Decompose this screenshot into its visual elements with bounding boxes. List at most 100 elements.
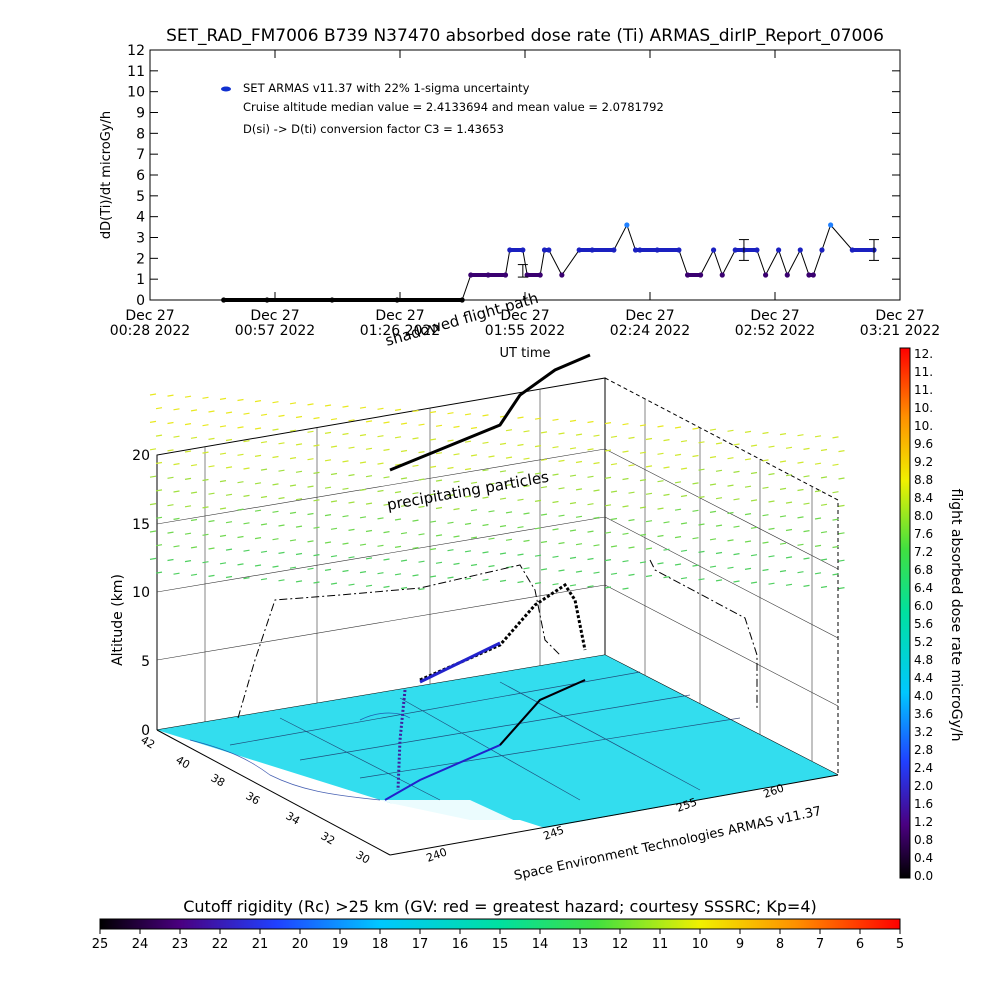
particle-dash — [447, 412, 454, 415]
rigidity-tick-label: 5 — [896, 937, 904, 952]
particle-dash — [278, 469, 285, 472]
particle-dash — [272, 483, 279, 486]
particle-dash — [727, 539, 734, 542]
particle-dash — [365, 420, 373, 423]
particle-dash — [733, 443, 740, 446]
particle-dash — [797, 516, 804, 519]
particle-dash — [803, 584, 810, 587]
particle-dash — [558, 487, 565, 490]
x-tick-label-line1: Dec 27 — [750, 308, 799, 324]
particle-dash — [237, 426, 244, 429]
particle-dash — [149, 475, 157, 478]
particle-dash — [167, 558, 174, 562]
error-bars — [517, 239, 879, 278]
particle-dash — [184, 395, 192, 398]
particle-dash — [167, 394, 174, 397]
particle-dash — [295, 552, 303, 556]
particle-dash — [418, 451, 425, 454]
particle-dash — [587, 420, 594, 424]
x-tick-label-line2: 01:55 2022 — [485, 323, 565, 339]
particle-dash — [768, 473, 775, 476]
particle-dash — [184, 450, 192, 453]
dose-series-path — [223, 223, 874, 301]
dose-colorbar-tick: 6.8 — [914, 563, 933, 577]
particle-dash — [517, 471, 524, 474]
dose-colorbar-tick: 4.8 — [914, 653, 933, 667]
particle-dash — [814, 544, 822, 547]
particle-dash — [313, 499, 320, 502]
particle-dash — [785, 474, 793, 477]
particle-dash — [750, 471, 758, 475]
particle-dash — [307, 512, 314, 516]
particle-dash — [225, 575, 233, 579]
particle-dash — [429, 548, 437, 551]
particle-dash — [225, 521, 233, 524]
particle-dash — [190, 409, 198, 412]
particle-dash — [330, 472, 338, 476]
particle-dash — [453, 508, 460, 511]
particle-dash — [832, 491, 839, 494]
particle-dash — [400, 422, 408, 425]
particle-dash — [482, 414, 489, 417]
particle-dash — [219, 534, 227, 537]
y-tick-label: 12 — [127, 43, 145, 59]
particle-dash — [744, 513, 752, 516]
rigidity-tick-label: 20 — [292, 937, 309, 952]
particle-dash — [394, 573, 402, 576]
particle-dash — [435, 452, 443, 455]
particle-dash — [587, 530, 594, 533]
particle-dash — [237, 563, 244, 566]
particle-dash — [523, 539, 530, 542]
x-tick-label-line1: Dec 27 — [625, 308, 674, 324]
particle-dash — [587, 475, 594, 478]
particle-dash — [453, 562, 460, 565]
particle-dash — [394, 518, 402, 521]
particle-dash — [149, 448, 157, 451]
particle-dash — [289, 484, 297, 487]
particle-dash — [260, 550, 268, 553]
dose-colorbar-tick: 2.8 — [914, 743, 933, 757]
particle-dash — [674, 508, 682, 511]
particle-dash — [663, 493, 670, 496]
particle-dash — [289, 402, 297, 405]
particle-dash — [155, 461, 163, 465]
particle-dash — [604, 476, 612, 479]
particle-dash — [534, 472, 542, 475]
particle-dash — [272, 510, 279, 513]
particle-dash — [208, 574, 215, 577]
particle-dash — [680, 494, 688, 498]
rigidity-tick-label: 11 — [652, 937, 669, 952]
particle-dash — [628, 546, 635, 549]
particle-dash — [645, 492, 653, 495]
particle-dash — [278, 551, 285, 554]
particle-dash — [692, 454, 699, 458]
particle-dash — [534, 445, 542, 448]
particle-dash — [313, 581, 320, 584]
y-tick-label: 5 — [136, 189, 145, 205]
particle-dash — [330, 445, 338, 448]
particle-dash — [657, 452, 664, 455]
particle-dash — [680, 577, 688, 580]
particle-dash — [429, 465, 437, 468]
particle-dash — [254, 509, 262, 512]
particle-dash — [727, 429, 734, 432]
particle-dash — [243, 549, 250, 552]
particle-dash — [219, 562, 227, 565]
particle-dash — [785, 583, 793, 586]
particle-dash — [383, 503, 390, 506]
particle-dash — [167, 476, 174, 479]
particle-dash — [383, 558, 390, 561]
particle-dash — [645, 520, 653, 523]
rigidity-tick-label: 17 — [412, 937, 429, 952]
particle-dash — [709, 510, 717, 513]
particle-dash — [295, 580, 303, 583]
particle-dash — [622, 477, 629, 481]
lat-tick-label: 42 — [139, 733, 158, 751]
particle-dash — [435, 424, 443, 427]
particle-dash — [377, 517, 384, 520]
particle-dash — [359, 434, 367, 437]
particle-dash — [820, 558, 828, 561]
particle-dash — [657, 562, 664, 565]
particle-dash — [785, 446, 793, 449]
